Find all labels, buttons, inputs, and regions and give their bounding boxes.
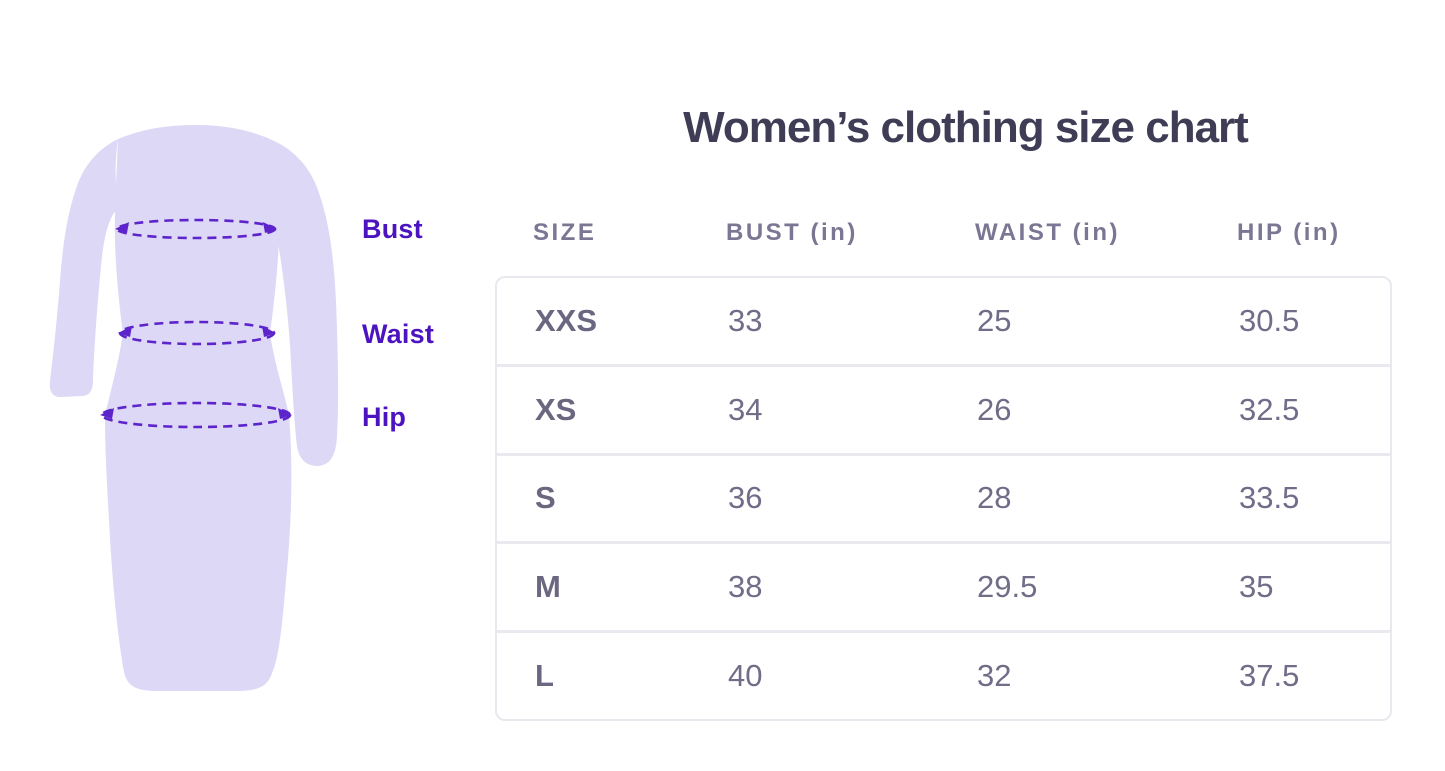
dress-right-sleeve-shape [271,140,339,466]
cell-size: S [535,480,556,516]
bust-arrow-left-icon [115,222,129,233]
column-header-waist: WAIST (in) [975,219,1120,246]
table-row: XS 34 26 32.5 [497,367,1390,456]
table-header: SIZE BUST (in) WAIST (in) HIP (in) [495,218,1392,248]
cell-hip: 37.5 [1239,658,1300,694]
table-row: S 36 28 33.5 [497,456,1390,545]
cell-hip: 32.5 [1239,391,1300,427]
cell-bust: 34 [728,391,763,427]
hip-arrow-left-icon [100,408,114,419]
cell-waist: 28 [977,480,1012,516]
table-row: XXS 33 25 30.5 [497,278,1390,367]
page-title: Women’s clothing size chart [683,103,1249,152]
bust-arrow-right-icon [263,222,277,233]
column-header-size: SIZE [533,219,597,246]
cell-waist: 25 [977,302,1012,338]
waist-label: Waist [362,319,435,349]
cell-hip: 35 [1239,569,1274,605]
dress-illustration [49,125,339,691]
waist-arrow-left-icon [118,326,132,337]
table-row: L 40 32 37.5 [497,633,1390,719]
table-row: M 38 29.5 35 [497,544,1390,634]
bust-label: Bust [362,214,423,244]
dress-left-sleeve-shape [49,139,120,397]
cell-size: L [535,658,554,694]
cell-waist: 26 [977,391,1012,427]
column-header-hip: HIP (in) [1237,219,1341,246]
column-header-bust: BUST (in) [726,219,858,246]
cell-bust: 36 [728,480,763,516]
cell-hip: 30.5 [1239,302,1300,338]
cell-bust: 33 [728,302,763,338]
waist-arrow-right-icon [262,326,276,337]
hip-arrow-right-icon [278,408,292,419]
cell-size: XS [535,391,577,427]
cell-hip: 33.5 [1239,480,1300,516]
cell-size: XXS [535,302,598,338]
cell-bust: 40 [728,658,763,694]
dress-body-shape [105,125,292,691]
cell-bust: 38 [728,569,763,605]
cell-waist: 32 [977,658,1012,694]
cell-waist: 29.5 [977,569,1038,605]
size-table: XXS 33 25 30.5 XS 34 26 32.5 S 36 28 33.… [495,276,1392,721]
hip-label: Hip [362,402,407,432]
cell-size: M [535,569,561,605]
